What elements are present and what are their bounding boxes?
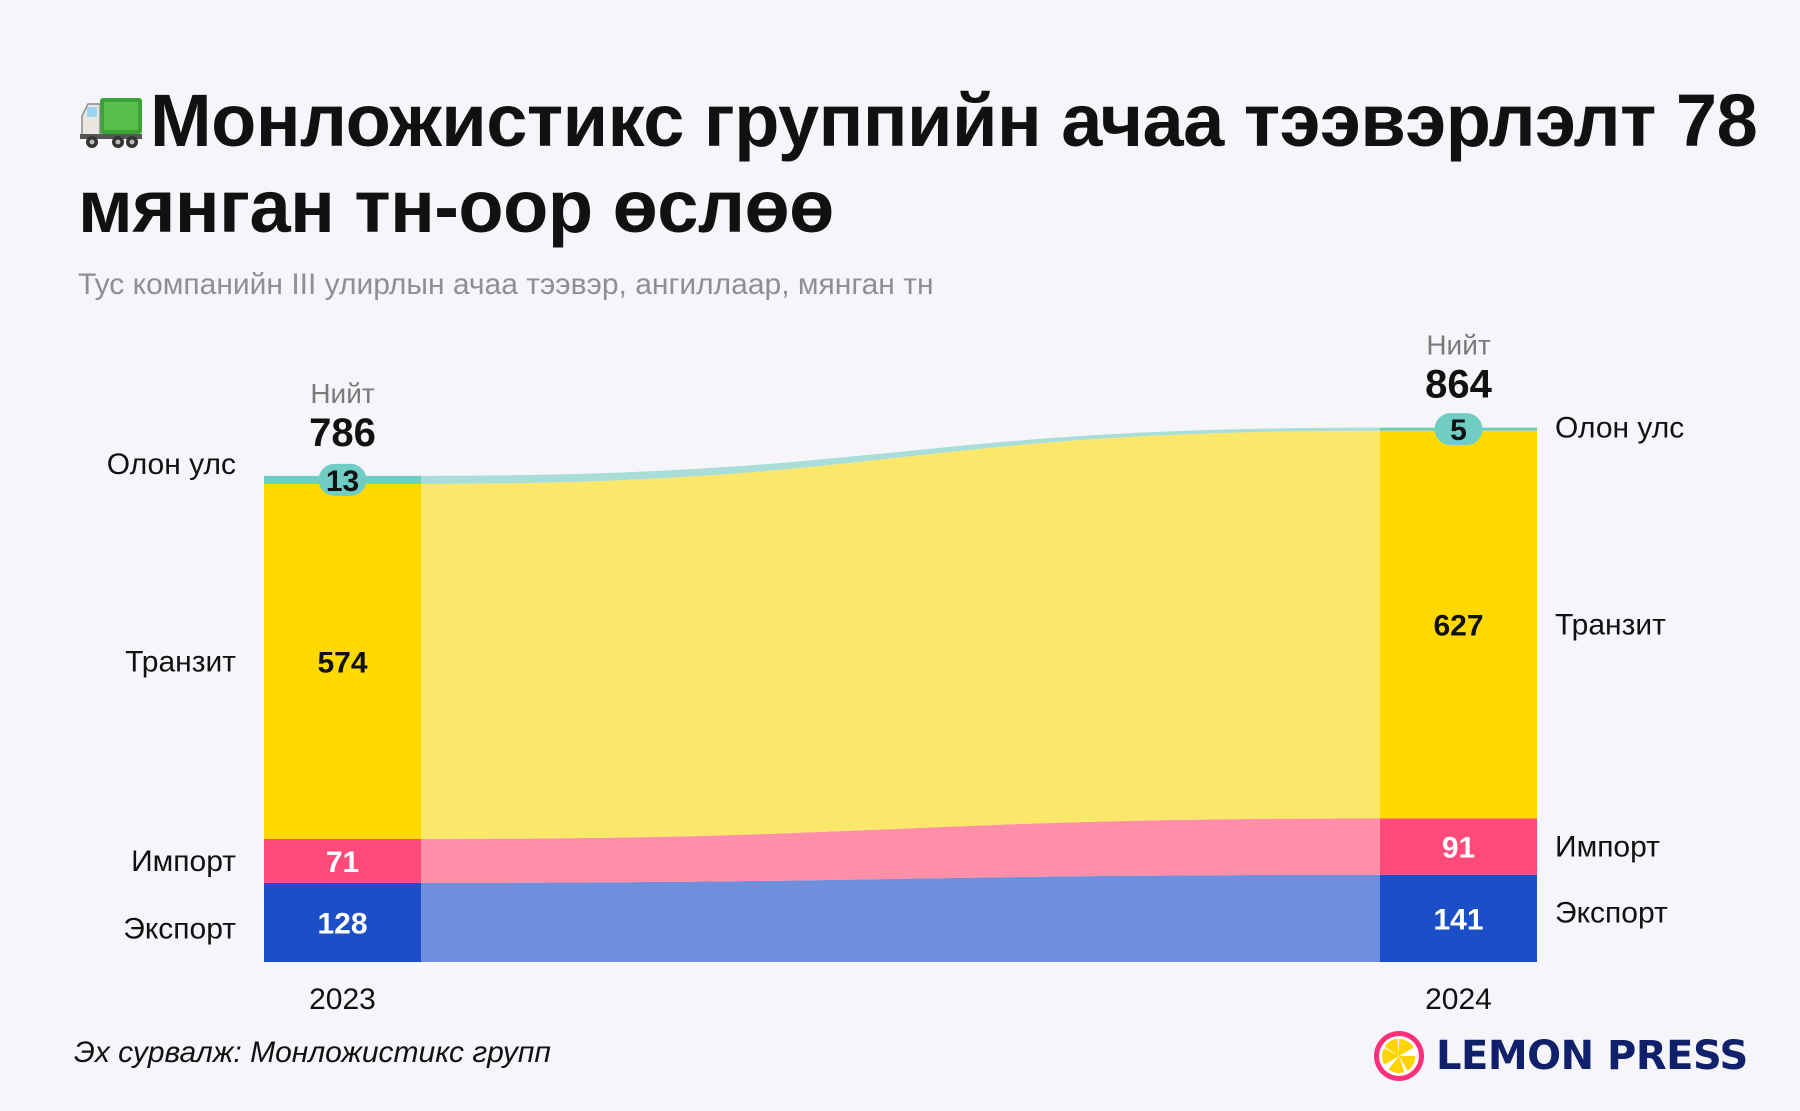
series-label-right: Олон улс bbox=[1555, 412, 1684, 445]
value-label: 5 bbox=[1450, 414, 1467, 447]
bar-segment bbox=[264, 838, 421, 883]
value-label: 141 bbox=[1433, 903, 1483, 936]
chart-title: Монложистикс группийн ачаа тээвэрлэлт 78… bbox=[78, 78, 1758, 250]
chart-subtitle: Тус компанийн III улирлын ачаа тээвэр, а… bbox=[78, 268, 934, 301]
value-label: 128 bbox=[317, 907, 367, 940]
chart-title-text: Монложистикс группийн ачаа тээвэрлэлт 78… bbox=[78, 79, 1758, 248]
series-label-left: Олон улс bbox=[107, 448, 236, 481]
value-badge bbox=[1434, 413, 1483, 446]
value-label: 13 bbox=[326, 465, 359, 498]
series-label-left: Импорт bbox=[131, 845, 236, 878]
series-label-left: Транзит bbox=[125, 645, 236, 678]
flow-band bbox=[421, 874, 1380, 962]
lemon-icon bbox=[1374, 1031, 1424, 1081]
brand-logo: LEMON PRESS bbox=[1372, 1026, 1748, 1086]
total-value: 864 bbox=[1425, 363, 1492, 407]
series-label-right: Транзит bbox=[1555, 609, 1666, 642]
value-label: 91 bbox=[1442, 832, 1475, 865]
series-label-right: Экспорт bbox=[1555, 896, 1668, 929]
source-note: Эх сурвалж: Монложистикс групп bbox=[74, 1036, 551, 1069]
flow-band bbox=[421, 818, 1380, 883]
value-label: 71 bbox=[326, 846, 359, 879]
total-value: 786 bbox=[309, 411, 376, 455]
brand-name: LEMON PRESS bbox=[1436, 1033, 1748, 1079]
flow-band bbox=[421, 430, 1380, 839]
series-label-right: Импорт bbox=[1555, 831, 1660, 864]
truck-icon bbox=[80, 98, 142, 148]
total-caption: Нийт bbox=[310, 378, 375, 409]
bar-segment bbox=[1380, 874, 1537, 962]
series-label-left: Экспорт bbox=[123, 912, 236, 945]
bar-segment bbox=[264, 882, 421, 962]
value-badge bbox=[318, 463, 367, 496]
flow-band bbox=[421, 427, 1380, 484]
bar-segment bbox=[1380, 430, 1537, 819]
category-label: 2023 bbox=[309, 983, 376, 1016]
bar-segment bbox=[264, 483, 421, 839]
total-caption: Нийт bbox=[1426, 330, 1491, 361]
value-label: 574 bbox=[317, 646, 367, 679]
value-label: 627 bbox=[1433, 610, 1483, 643]
category-label: 2024 bbox=[1425, 983, 1492, 1016]
bar-segment bbox=[1380, 818, 1537, 875]
